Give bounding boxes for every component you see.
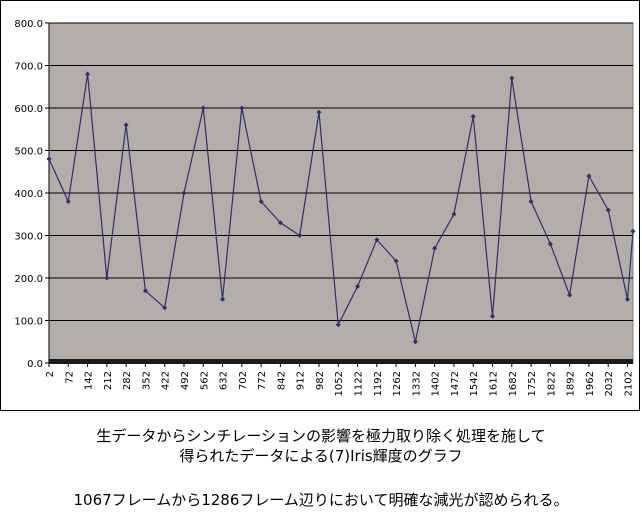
data-point: [451, 211, 457, 217]
data-point: [316, 109, 322, 115]
data-point: [355, 284, 361, 289]
x-tick-label: 492: [180, 371, 191, 390]
data-point: [162, 305, 168, 311]
x-tick-label: 212: [103, 371, 114, 390]
x-tick-label: 1682: [508, 371, 519, 396]
y-tick-label: 700.0: [14, 62, 43, 73]
x-tick-label: 352: [141, 371, 152, 390]
data-point: [220, 296, 226, 302]
x-tick-label: 912: [296, 371, 307, 390]
x-tick-label: 282: [122, 371, 133, 390]
x-axis-bar: [49, 359, 633, 364]
y-tick-label: 500.0: [14, 147, 43, 158]
data-point: [258, 199, 264, 204]
y-tick-label: 0.0: [27, 359, 43, 370]
x-tick-label: 1822: [546, 371, 557, 396]
x-tick-label: 1402: [431, 371, 442, 396]
x-tick-label: 1612: [489, 371, 500, 396]
data-point: [181, 190, 187, 196]
data-point: [239, 105, 245, 111]
y-tick-label: 200.0: [14, 274, 43, 285]
data-point: [393, 258, 399, 264]
x-tick-label: 142: [84, 371, 95, 390]
data-point: [412, 339, 418, 345]
y-tick-label: 400.0: [14, 189, 43, 200]
data-point: [490, 313, 496, 319]
x-tick-label: 1752: [527, 371, 538, 396]
data-point: [335, 322, 341, 328]
x-tick-label: 72: [64, 371, 75, 384]
data-point: [65, 199, 71, 204]
x-tick-label: 2032: [604, 371, 615, 396]
data-point: [123, 122, 129, 128]
x-tick-label: 422: [161, 371, 172, 390]
x-tick-label: 1472: [450, 371, 461, 396]
y-tick-label: 600.0: [14, 104, 43, 115]
data-point: [297, 233, 303, 238]
x-tick-label: 632: [219, 371, 230, 390]
series-line: [48, 73, 634, 342]
x-tick-label: 1262: [392, 371, 403, 396]
caption-line-1: 生データからシンチレーションの影響を極力取り除く処理を施して: [96, 427, 546, 445]
x-tick-label: 1122: [354, 371, 365, 396]
observation-note: 1067フレームから1286フレーム辺りにおいて明確な減光が認められる。: [73, 491, 569, 509]
y-tick-label: 300.0: [14, 232, 43, 243]
data-point: [605, 207, 611, 213]
x-tick-label: 1052: [334, 371, 345, 396]
caption-line-2: 得られたデータによる(7)Iris輝度のグラフ: [179, 447, 463, 465]
data-point: [470, 114, 476, 119]
data-point: [509, 75, 515, 81]
data-point: [142, 288, 148, 294]
x-tick-label: 982: [315, 371, 326, 390]
data-point: [586, 173, 592, 179]
x-tick-label: 702: [238, 371, 249, 390]
x-tick-label: 842: [276, 371, 287, 390]
brightness-line-chart: 0.0 100.0 200.0 300.0 400.0 500.0 600.0 700.0 80…: [14, 19, 636, 396]
x-tick-label: 1192: [373, 371, 384, 396]
data-point: [277, 220, 283, 226]
data-point: [374, 237, 380, 243]
data-point: [46, 156, 52, 162]
data-point: [104, 275, 110, 281]
x-tick-label: 1962: [585, 371, 596, 396]
data-point: [547, 241, 553, 247]
x-tick-label: 2102: [623, 371, 634, 396]
data-point: [200, 105, 206, 111]
x-tick-label: 1332: [411, 371, 422, 396]
x-tick-label: 772: [257, 371, 268, 390]
y-tick-label: 800.0: [14, 19, 43, 30]
data-point: [528, 199, 534, 204]
data-point: [567, 292, 573, 298]
x-tick-label: 1892: [566, 371, 577, 396]
x-tick-label: 2: [45, 371, 56, 377]
data-point: [630, 228, 636, 234]
data-point: [85, 71, 91, 77]
chart-frame: 0.0 100.0 200.0 300.0 400.0 500.0 600.0 700.0 80…: [0, 0, 640, 411]
data-point: [624, 296, 630, 302]
x-tick-label: 562: [199, 371, 210, 390]
data-point: [432, 245, 438, 251]
y-tick-label: 100.0: [14, 317, 43, 328]
x-tick-label: 1542: [469, 371, 480, 396]
